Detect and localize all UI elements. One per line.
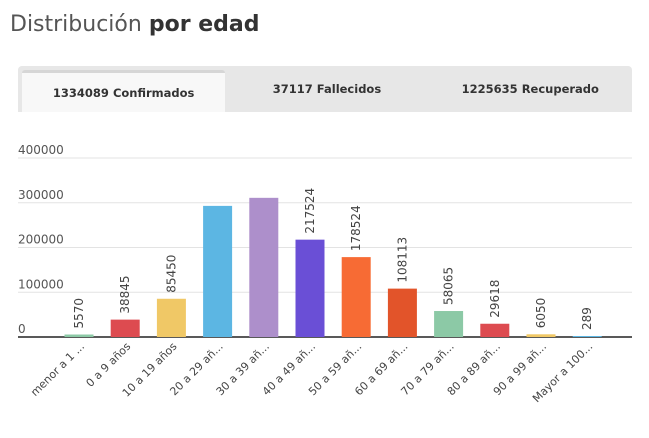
bar <box>480 323 510 337</box>
data-label: 217524 <box>303 188 317 234</box>
data-label: 85450 <box>164 255 178 293</box>
data-label: 108113 <box>395 237 409 283</box>
data-label: 6050 <box>534 298 548 329</box>
bar <box>572 336 602 337</box>
y-tick-label: 300000 <box>18 188 64 202</box>
category-label: 0 a 9 años <box>84 340 134 390</box>
tab-bar: 1334089 Confirmados 37117 Fallecidos 122… <box>18 66 632 112</box>
page-title: Distribución por edad <box>10 12 259 37</box>
title-light: Distribución <box>10 12 142 37</box>
bar <box>341 257 371 337</box>
tab-confirmados[interactable]: 1334089 Confirmados <box>22 70 226 112</box>
y-tick-label: 200000 <box>18 233 64 247</box>
title-bold: por edad <box>148 12 260 37</box>
y-tick-label: 0 <box>18 322 26 336</box>
bar <box>434 311 464 337</box>
data-label: 178524 <box>349 205 363 251</box>
y-tick-label: 400000 <box>18 143 64 157</box>
bar <box>295 239 325 337</box>
tab-recuperados[interactable]: 1225635 Recuperado <box>461 82 599 96</box>
bar <box>249 197 279 337</box>
data-label: 289 <box>580 307 594 330</box>
bar <box>526 334 556 337</box>
bar <box>203 205 233 337</box>
data-label: 58065 <box>442 267 456 305</box>
category-label: menor a 1 ... <box>28 340 87 399</box>
bar <box>156 298 186 337</box>
data-label: 29618 <box>488 280 502 318</box>
bar <box>110 319 140 337</box>
tab-fallecidos[interactable]: 37117 Fallecidos <box>272 82 382 96</box>
bar <box>64 334 94 337</box>
data-label: 38845 <box>118 275 132 313</box>
bar <box>387 288 417 337</box>
y-tick-label: 100000 <box>18 277 64 291</box>
data-label: 5570 <box>72 298 86 329</box>
